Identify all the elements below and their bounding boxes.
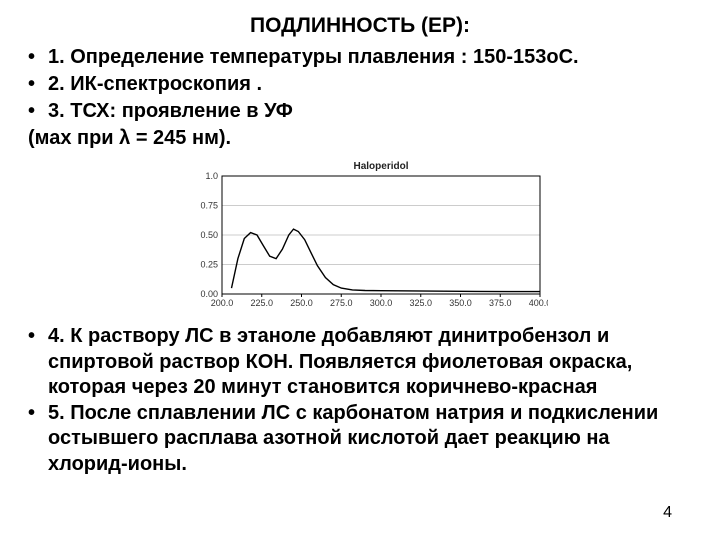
bullet-2: 2. ИК-спектроскопия . [48,71,262,98]
svg-text:250.0: 250.0 [290,298,313,308]
bullet-5: 5. После сплавлении ЛС с карбонатом натр… [48,401,692,478]
uv-spectrum-chart: Haloperidol0.000.250.500.751.0200.0225.0… [188,158,692,308]
svg-text:0.25: 0.25 [200,260,218,270]
page-number: 4 [663,504,672,522]
bullet-3: 3. ТСХ: проявление в УФ [48,98,293,125]
bullet-3b: (мах при λ = 245 нм). [28,125,692,152]
bullet-dot: • [28,401,48,427]
bullet-dot: • [28,71,48,98]
svg-text:350.0: 350.0 [449,298,472,308]
svg-text:1.0: 1.0 [205,171,218,181]
bullet-4: 4. К раствору ЛС в этаноле добавляют дин… [48,324,692,401]
svg-text:Haloperidol: Haloperidol [353,161,408,172]
slide-title: ПОДЛИННОСТЬ (ЕР): [28,14,692,38]
top-bullets: •1. Определение температуры плавления : … [28,44,692,152]
svg-text:300.0: 300.0 [370,298,393,308]
bullet-dot: • [28,44,48,71]
svg-text:0.75: 0.75 [200,201,218,211]
svg-text:400.0: 400.0 [529,298,548,308]
bullet-1: 1. Определение температуры плавления : 1… [48,44,579,71]
svg-text:225.0: 225.0 [250,298,273,308]
svg-text:325.0: 325.0 [409,298,432,308]
bullet-dot: • [28,98,48,125]
svg-text:375.0: 375.0 [489,298,512,308]
bullet-dot: • [28,324,48,350]
svg-text:0.50: 0.50 [200,230,218,240]
svg-text:275.0: 275.0 [330,298,353,308]
bottom-bullets: •4. К раствору ЛС в этаноле добавляют ди… [28,324,692,478]
svg-text:200.0: 200.0 [211,298,234,308]
